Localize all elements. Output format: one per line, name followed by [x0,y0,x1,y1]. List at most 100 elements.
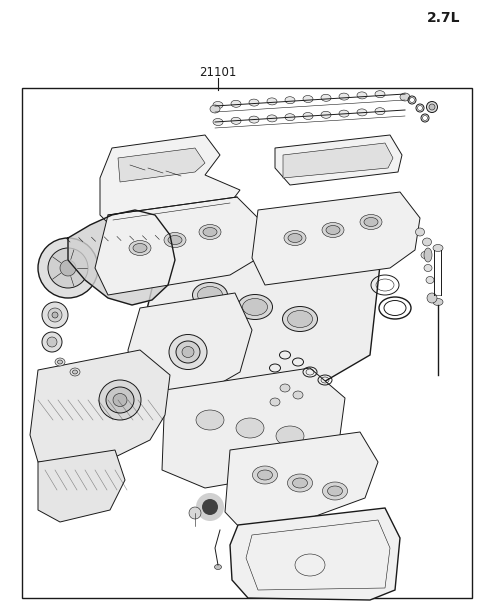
Polygon shape [162,368,345,488]
Ellipse shape [326,225,340,235]
Ellipse shape [169,334,207,370]
Ellipse shape [164,232,186,248]
Ellipse shape [168,235,182,245]
Ellipse shape [270,398,280,406]
Ellipse shape [192,283,228,307]
Ellipse shape [213,118,223,126]
Ellipse shape [303,95,313,102]
Ellipse shape [210,105,220,113]
Polygon shape [225,432,378,530]
Ellipse shape [252,466,277,484]
Ellipse shape [327,486,343,496]
Ellipse shape [276,426,304,446]
Ellipse shape [429,104,435,110]
Ellipse shape [267,115,277,122]
Ellipse shape [433,245,443,251]
Ellipse shape [176,341,200,363]
Ellipse shape [238,294,273,320]
Ellipse shape [422,238,432,246]
Ellipse shape [323,482,348,500]
Ellipse shape [72,370,77,374]
Ellipse shape [249,99,259,106]
Ellipse shape [416,228,424,236]
Ellipse shape [55,358,65,366]
Ellipse shape [321,94,331,101]
Ellipse shape [197,286,223,304]
Ellipse shape [322,222,344,238]
Ellipse shape [199,224,221,240]
Ellipse shape [196,410,224,430]
Circle shape [42,332,62,352]
Ellipse shape [364,217,378,227]
Ellipse shape [231,117,241,124]
Ellipse shape [375,108,385,115]
Polygon shape [230,508,400,600]
Ellipse shape [424,248,432,262]
Ellipse shape [339,110,349,117]
Ellipse shape [283,307,317,331]
Circle shape [427,293,437,303]
Circle shape [38,238,98,298]
Circle shape [47,337,57,347]
Ellipse shape [106,387,134,413]
Ellipse shape [236,418,264,438]
Ellipse shape [203,227,217,237]
Ellipse shape [267,98,277,105]
Ellipse shape [400,93,410,101]
Ellipse shape [113,394,127,407]
Ellipse shape [375,91,385,98]
Ellipse shape [284,230,306,246]
Ellipse shape [421,251,429,259]
Ellipse shape [133,243,147,253]
Ellipse shape [58,360,62,364]
Polygon shape [68,210,175,305]
Ellipse shape [99,380,141,420]
Polygon shape [118,148,205,182]
Ellipse shape [357,109,367,116]
Ellipse shape [288,310,312,328]
Ellipse shape [215,564,221,570]
Ellipse shape [213,102,223,108]
Polygon shape [100,135,240,230]
Circle shape [60,260,76,276]
Ellipse shape [357,92,367,99]
Ellipse shape [288,474,312,492]
Ellipse shape [303,113,313,120]
Circle shape [202,499,218,515]
Ellipse shape [285,114,295,121]
Ellipse shape [182,346,194,357]
Ellipse shape [249,116,259,123]
Ellipse shape [360,214,382,230]
Ellipse shape [292,478,308,488]
Ellipse shape [293,391,303,399]
Polygon shape [275,135,402,185]
Circle shape [48,308,62,322]
Circle shape [42,302,68,328]
Ellipse shape [426,277,434,283]
Ellipse shape [321,111,331,118]
Circle shape [52,312,58,318]
Polygon shape [30,350,170,462]
Polygon shape [38,450,125,522]
Ellipse shape [339,93,349,100]
Ellipse shape [280,384,290,392]
Ellipse shape [288,233,302,243]
Ellipse shape [70,368,80,376]
Polygon shape [128,293,252,400]
Polygon shape [283,143,393,178]
Ellipse shape [427,102,437,113]
Ellipse shape [257,470,273,480]
Ellipse shape [285,97,295,103]
Circle shape [48,248,88,288]
Text: 2.7L: 2.7L [427,11,460,25]
Ellipse shape [129,240,151,256]
Polygon shape [142,232,380,408]
Ellipse shape [242,299,267,315]
Ellipse shape [424,264,432,272]
Bar [22,88,472,598]
Text: 21101: 21101 [199,65,237,78]
Ellipse shape [433,299,443,306]
Polygon shape [252,192,420,285]
Circle shape [189,507,201,519]
Polygon shape [95,197,265,295]
